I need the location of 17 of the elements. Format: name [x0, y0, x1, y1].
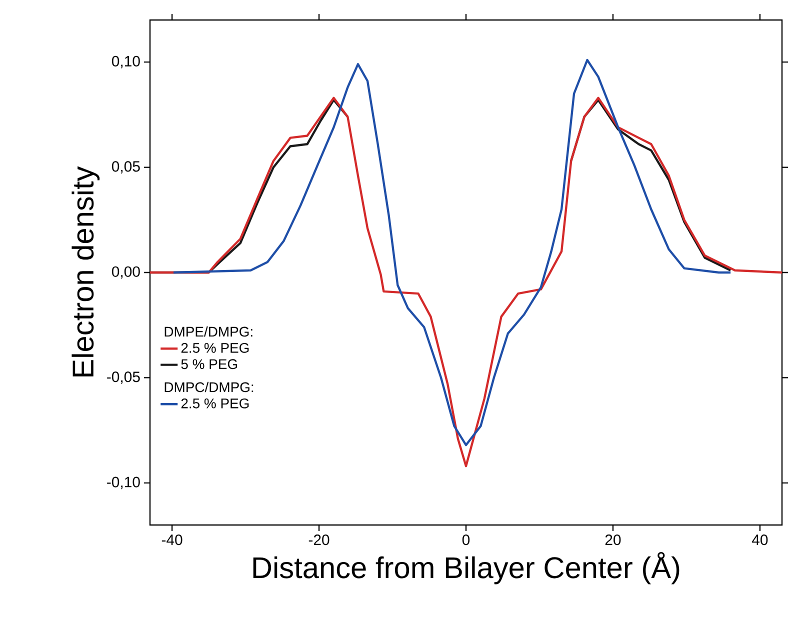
annotation: DMPC/DMPG: [164, 382, 254, 392]
x-tick-label: -20 [308, 534, 330, 546]
x-tick-label: 40 [752, 534, 768, 546]
x-axis-title: Distance from Bilayer Center (Å) [253, 552, 680, 584]
legend-label: 2.5 % PEG [181, 342, 249, 353]
y-tick-label: 0,10 [112, 56, 140, 68]
annotation: DMPE/DMPG: [164, 326, 252, 337]
y-tick-label: -0,05 [107, 372, 140, 384]
y-tick-label: 0,00 [112, 266, 140, 279]
legend-label: 2.5 % PEG [181, 398, 249, 408]
y-tick-label: -0,10 [107, 476, 140, 490]
y-tick-label: 0,05 [112, 161, 140, 174]
x-tick-label: -40 [162, 534, 182, 546]
y-axis-title: Electron density [72, 166, 100, 376]
x-tick-label: 0 [462, 534, 470, 546]
legend-label: 5 % PEG [181, 359, 238, 370]
x-tick-label: 20 [605, 534, 621, 546]
